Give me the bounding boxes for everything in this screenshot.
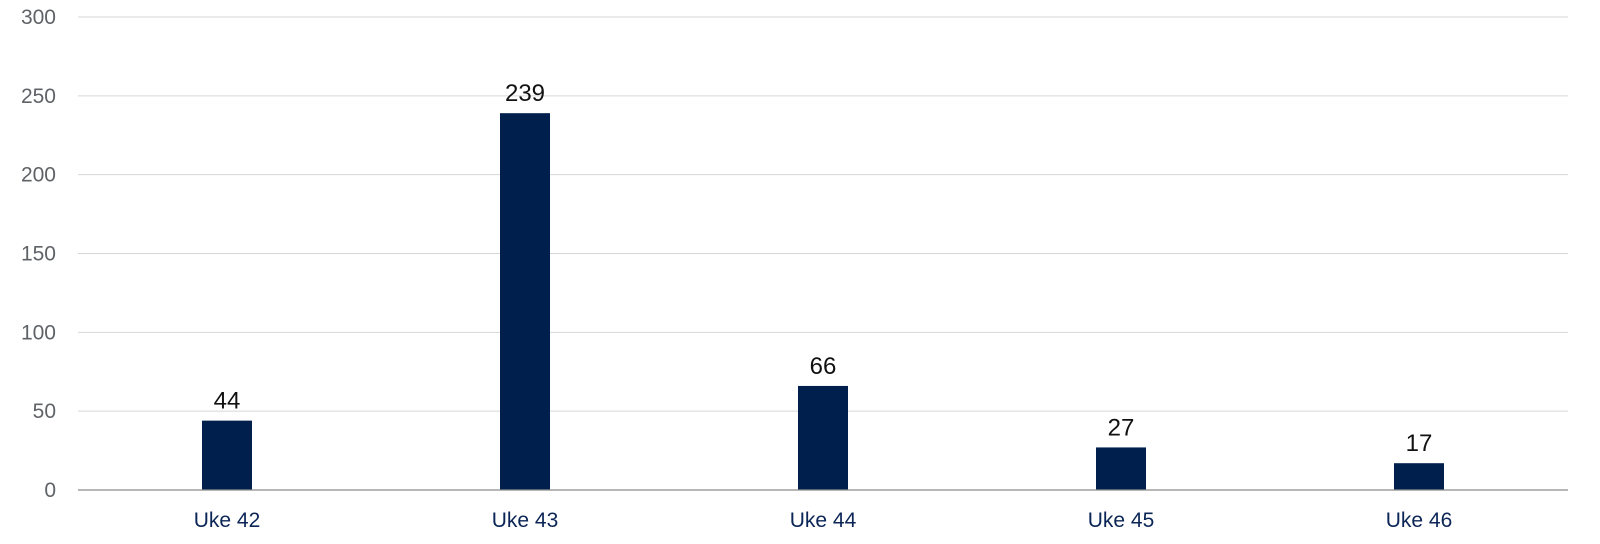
y-tick-label: 300 <box>21 6 56 29</box>
data-label: 27 <box>1108 414 1135 441</box>
x-tick-label: Uke 42 <box>194 509 261 532</box>
bar <box>798 385 848 490</box>
bar <box>500 113 550 490</box>
data-label: 66 <box>810 353 837 380</box>
x-axis-ticks: Uke 42 Uke 43 Uke 44 Uke 45 Uke 46 <box>194 509 1453 532</box>
y-tick-label: 100 <box>21 321 56 344</box>
data-labels: 44 239 66 27 17 <box>214 80 1433 457</box>
bar <box>1394 463 1444 490</box>
y-axis-ticks: 0 50 100 150 200 250 300 <box>21 6 56 502</box>
data-label: 239 <box>505 80 545 107</box>
x-tick-label: Uke 46 <box>1386 509 1453 532</box>
y-tick-label: 50 <box>33 400 56 423</box>
bars <box>202 113 1444 490</box>
bar <box>202 420 252 490</box>
y-tick-label: 250 <box>21 85 56 108</box>
x-tick-label: Uke 45 <box>1088 509 1155 532</box>
y-tick-label: 0 <box>44 479 56 502</box>
y-tick-label: 200 <box>21 164 56 187</box>
bar <box>1096 447 1146 490</box>
y-tick-label: 150 <box>21 243 56 266</box>
gridlines <box>78 16 1568 412</box>
data-label: 44 <box>214 388 241 415</box>
data-label: 17 <box>1406 430 1433 457</box>
x-tick-label: Uke 44 <box>790 509 857 532</box>
x-tick-label: Uke 43 <box>492 509 559 532</box>
